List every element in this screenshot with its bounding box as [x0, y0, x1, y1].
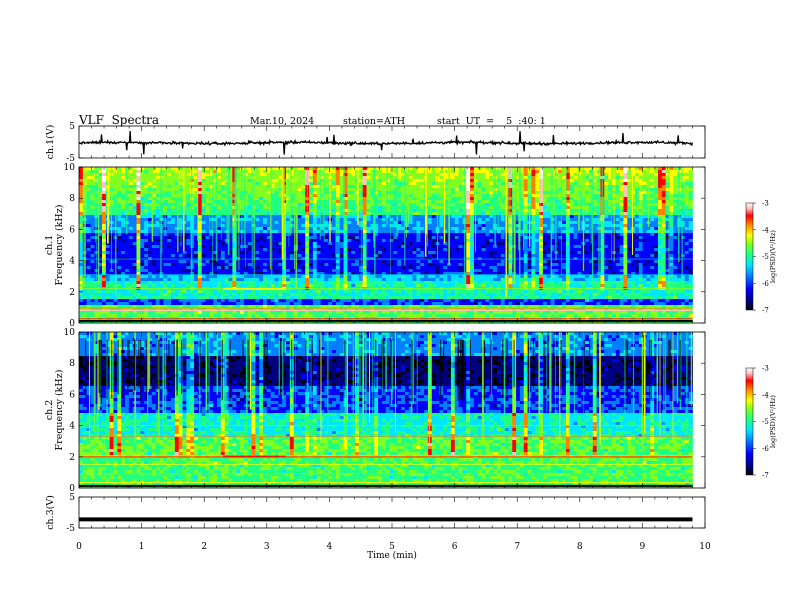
ch2-spectrogram-ytick: 6 — [69, 390, 75, 400]
ch1-waveform-ytick: 5 — [69, 122, 75, 132]
x-tick-label: 1 — [139, 542, 145, 552]
ch2-spectrogram-narrowbands — [79, 425, 693, 487]
ch1-spectrogram-ytick: 0 — [69, 319, 75, 329]
ch2-spectrogram-colorbar-tick: -3 — [762, 365, 769, 373]
x-tick-label: 10 — [699, 542, 711, 552]
ch1-spectrogram-colorbar-tick: -4 — [762, 226, 769, 234]
x-tick-label: 7 — [514, 542, 520, 552]
date-label: Mar.10, 2024 — [250, 116, 315, 127]
figure-title: VLF Spectra — [79, 113, 160, 127]
ch1-waveform-ylabel: ch.1(V) — [45, 125, 56, 160]
ch2-spectrogram-ytick: 0 — [69, 484, 75, 494]
ch1-waveform-trace — [78, 130, 694, 155]
ch1-waveform-axes: 5 -5 ch.1(V) — [45, 122, 706, 164]
ch2-spectrogram-colorbar-label: log(PSD)(V²/Hz) — [769, 395, 777, 448]
x-tick-label: 8 — [577, 542, 583, 552]
ch3-waveform-ylabel: ch.3(V) — [45, 495, 56, 530]
ch1-spectrogram-colorbar-label: log(PSD)(V²/Hz) — [769, 230, 777, 283]
x-tick-label: 2 — [201, 542, 207, 552]
ch1-spectrogram-ylabel: Frequency (kHz) — [54, 205, 65, 286]
x-axis: 0 1 2 3 4 5 6 7 8 9 10 Time (min) — [76, 542, 711, 561]
ch1-spectrogram-ytick: 4 — [69, 257, 75, 267]
x-axis-label: Time (min) — [367, 550, 417, 561]
ch1-spectrogram-ytick: 6 — [69, 225, 75, 235]
x-tick-label: 6 — [452, 542, 458, 552]
ch3-waveform-ytick: 5 — [69, 493, 75, 503]
start-time-label: start UT = 5 :40: 1 — [437, 116, 546, 127]
ch1-waveform-ytick: -5 — [66, 154, 75, 164]
ch3-waveform-ytick: -5 — [66, 524, 75, 534]
x-tick-label: 5 — [389, 542, 395, 552]
x-tick-label: 0 — [76, 542, 82, 552]
ch1-spectrogram-ytick: 10 — [64, 163, 76, 173]
ch2-spectrogram-colorbar: -3 -4 -5 -6 -7 log(PSD)(V²/Hz) — [745, 365, 777, 480]
ch1-spectrogram-cells — [79, 167, 693, 324]
x-tick-label: 4 — [327, 542, 333, 552]
ch1-spectrogram-colorbar: -3 -4 -5 -6 -7 log(PSD)(V²/Hz) — [745, 200, 777, 315]
ch1-spectrogram-axes: 0 2 4 6 8 10 ch.1 Frequency (kHz) — [44, 163, 706, 329]
ch2-spectrogram-ytick: 10 — [64, 328, 76, 338]
ch2-spectrogram-ytick: 4 — [69, 422, 75, 432]
ch1-spectrogram-ytick: 2 — [69, 288, 75, 298]
ch1-spectrogram-ylabel-channel: ch.1 — [44, 235, 55, 256]
ch2-spectrogram-colorbar-scale — [745, 367, 754, 476]
ch2-spectrogram-sferics — [85, 332, 693, 449]
ch2-spectrogram-ytick: 2 — [69, 453, 75, 463]
ch2-spectrogram-ylabel: Frequency (kHz) — [54, 370, 65, 451]
ch2-spectrogram-colorbar-tick: -7 — [762, 472, 769, 480]
ch1-spectrogram-narrowbands — [79, 258, 693, 322]
ch2-spectrogram-colorbar-tick: -6 — [762, 445, 769, 453]
ch3-waveform-axes: 5 -5 ch.3(V) — [45, 493, 706, 534]
ch2-spectrogram-colorbar-tick: -4 — [762, 391, 769, 399]
ch1-spectrogram-colorbar-scale — [745, 202, 754, 311]
x-tick-label: 9 — [640, 542, 646, 552]
ch2-spectrogram-ytick: 8 — [69, 359, 75, 369]
ch1-spectrogram-colorbar-tick: -3 — [762, 200, 769, 208]
x-tick-label: 3 — [264, 542, 270, 552]
ch1-spectrogram-sferics — [83, 167, 683, 299]
ch2-spectrogram-ylabel-channel: ch.2 — [44, 400, 55, 421]
ch1-spectrogram-colorbar-tick: -7 — [762, 307, 769, 315]
ch1-spectrogram-colorbar-tick: -6 — [762, 280, 769, 288]
ch2-spectrogram-axes: 0 2 4 6 8 10 ch.2 Frequency (kHz) — [44, 328, 706, 494]
ch1-spectrogram-ytick: 8 — [69, 194, 75, 204]
ch2-spectrogram-colorbar-tick: -5 — [762, 418, 769, 426]
station-label: station=ATH — [343, 116, 405, 127]
ch1-spectrogram-colorbar-tick: -5 — [762, 253, 769, 261]
